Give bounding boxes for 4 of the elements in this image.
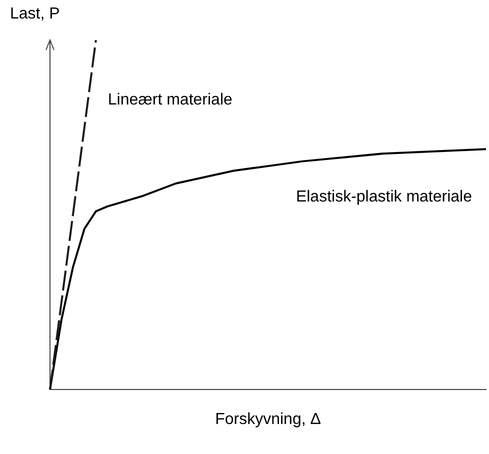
series-label: Elastisk-plastik materiale — [296, 188, 472, 206]
x-axis-title: Forskyvning, Δ — [215, 411, 322, 428]
y-axis-title: Last, P — [10, 5, 60, 22]
series-label: Lineært materiale — [108, 91, 232, 108]
